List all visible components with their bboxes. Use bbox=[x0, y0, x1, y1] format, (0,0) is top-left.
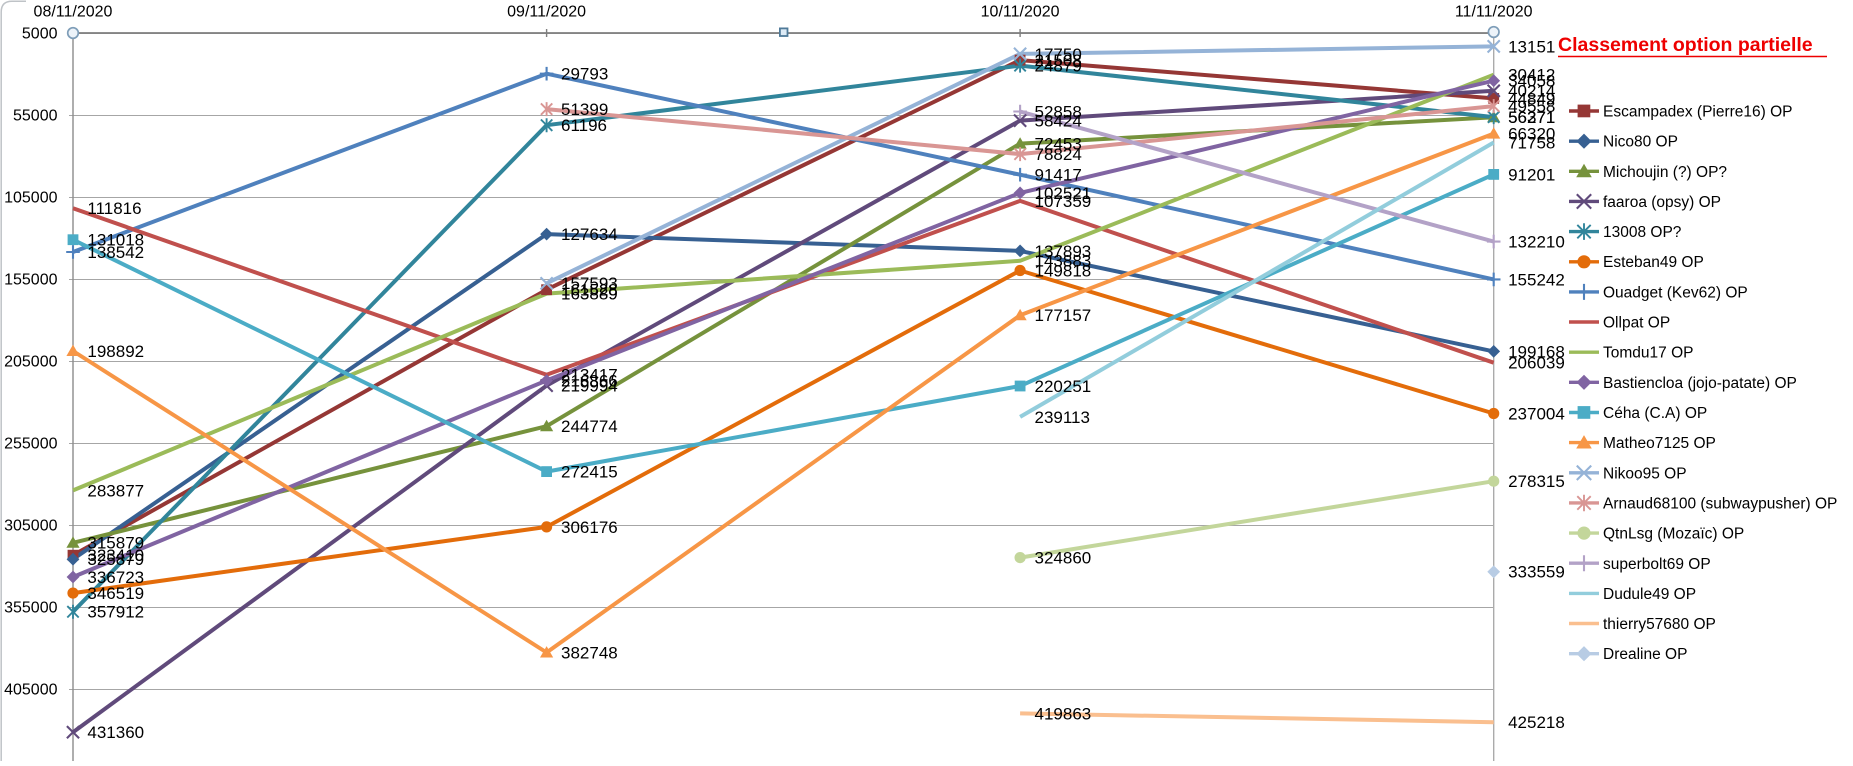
svg-text:10/11/2020: 10/11/2020 bbox=[981, 4, 1060, 21]
svg-text:44849: 44849 bbox=[1508, 89, 1555, 108]
svg-text:faaroa (opsy) OP: faaroa (opsy) OP bbox=[1603, 194, 1721, 211]
svg-text:61196: 61196 bbox=[561, 116, 607, 135]
svg-text:Ouadget (Kev62) OP: Ouadget (Kev62) OP bbox=[1603, 284, 1748, 301]
svg-text:Classement option partielle: Classement option partielle bbox=[1558, 34, 1813, 56]
svg-text:405000: 405000 bbox=[4, 682, 57, 699]
svg-text:111816: 111816 bbox=[87, 199, 141, 218]
svg-text:102521: 102521 bbox=[1035, 184, 1092, 203]
svg-text:thierry57680 OP: thierry57680 OP bbox=[1603, 616, 1716, 633]
svg-text:419863: 419863 bbox=[1035, 704, 1092, 723]
svg-text:199168: 199168 bbox=[1508, 342, 1565, 361]
svg-text:206039: 206039 bbox=[1508, 354, 1565, 373]
svg-text:24879: 24879 bbox=[1035, 57, 1082, 76]
svg-text:325879: 325879 bbox=[87, 550, 144, 569]
svg-text:11/11/2020: 11/11/2020 bbox=[1455, 4, 1533, 21]
svg-text:346519: 346519 bbox=[87, 584, 144, 603]
svg-text:161528: 161528 bbox=[561, 281, 618, 300]
svg-text:163889: 163889 bbox=[561, 285, 618, 304]
svg-text:34058: 34058 bbox=[1508, 72, 1555, 91]
svg-text:08/11/2020: 08/11/2020 bbox=[34, 4, 113, 21]
svg-text:131018: 131018 bbox=[87, 231, 144, 250]
svg-text:56371: 56371 bbox=[1508, 108, 1555, 127]
svg-text:132210: 132210 bbox=[1508, 233, 1565, 252]
svg-text:149818: 149818 bbox=[1035, 261, 1092, 280]
svg-text:5000: 5000 bbox=[22, 26, 58, 43]
svg-text:Arnaud68100 (subwaypusher) OP: Arnaud68100 (subwaypusher) OP bbox=[1603, 495, 1837, 512]
svg-text:72453: 72453 bbox=[1035, 135, 1082, 154]
svg-text:66320: 66320 bbox=[1508, 125, 1555, 144]
svg-text:Esteban49 OP: Esteban49 OP bbox=[1603, 254, 1704, 271]
svg-text:355000: 355000 bbox=[4, 600, 57, 617]
svg-text:71758: 71758 bbox=[1508, 133, 1555, 152]
svg-text:305000: 305000 bbox=[4, 518, 57, 535]
svg-text:306176: 306176 bbox=[561, 518, 618, 537]
svg-text:278315: 278315 bbox=[1508, 472, 1565, 491]
svg-text:255000: 255000 bbox=[4, 436, 57, 453]
svg-text:30412: 30412 bbox=[1508, 66, 1555, 85]
svg-text:239113: 239113 bbox=[1035, 408, 1090, 427]
svg-text:216866: 216866 bbox=[561, 371, 618, 390]
svg-text:431360: 431360 bbox=[87, 723, 144, 742]
svg-text:283877: 283877 bbox=[87, 481, 144, 500]
svg-text:272415: 272415 bbox=[561, 463, 618, 482]
svg-text:Escampadex (Pierre16) OP: Escampadex (Pierre16) OP bbox=[1603, 104, 1793, 121]
svg-text:91417: 91417 bbox=[1035, 166, 1082, 185]
svg-text:Matheo7125 OP: Matheo7125 OP bbox=[1603, 435, 1716, 452]
svg-text:138542: 138542 bbox=[87, 243, 144, 262]
svg-text:Nikoo95 OP: Nikoo95 OP bbox=[1603, 465, 1687, 482]
svg-text:127634: 127634 bbox=[561, 225, 618, 244]
svg-text:51399: 51399 bbox=[561, 100, 608, 119]
svg-text:QtnLsg (Mozaïc) OP: QtnLsg (Mozaïc) OP bbox=[1603, 526, 1744, 543]
svg-text:29793: 29793 bbox=[561, 65, 608, 84]
svg-text:205000: 205000 bbox=[4, 354, 57, 371]
svg-text:137893: 137893 bbox=[1035, 242, 1092, 261]
svg-text:13151: 13151 bbox=[1508, 37, 1555, 56]
svg-text:213417: 213417 bbox=[561, 366, 618, 385]
svg-text:324860: 324860 bbox=[1035, 549, 1092, 568]
svg-text:13008 OP?: 13008 OP? bbox=[1603, 224, 1682, 241]
svg-text:78824: 78824 bbox=[1035, 145, 1082, 164]
svg-text:155000: 155000 bbox=[4, 272, 57, 289]
svg-text:Dudule49 OP: Dudule49 OP bbox=[1603, 586, 1696, 603]
svg-text:336723: 336723 bbox=[87, 568, 144, 587]
svg-text:Ollpat OP: Ollpat OP bbox=[1603, 315, 1670, 332]
svg-text:55000: 55000 bbox=[13, 108, 58, 125]
svg-text:107359: 107359 bbox=[1035, 192, 1092, 211]
svg-text:56271: 56271 bbox=[1508, 108, 1555, 127]
svg-text:49558: 49558 bbox=[1508, 97, 1555, 116]
svg-text:Michoujin (?) OP?: Michoujin (?) OP? bbox=[1603, 164, 1727, 181]
svg-text:357912: 357912 bbox=[87, 603, 144, 622]
svg-text:58424: 58424 bbox=[1035, 112, 1082, 131]
svg-text:superbolt69 OP: superbolt69 OP bbox=[1603, 556, 1711, 573]
svg-text:91201: 91201 bbox=[1508, 165, 1555, 184]
svg-text:425218: 425218 bbox=[1508, 713, 1565, 732]
svg-text:220251: 220251 bbox=[1035, 377, 1092, 396]
svg-text:Bastiencloa (jojo-patate) OP: Bastiencloa (jojo-patate) OP bbox=[1603, 375, 1797, 392]
svg-text:Céha (C.A) OP: Céha (C.A) OP bbox=[1603, 405, 1707, 422]
svg-text:382748: 382748 bbox=[561, 643, 618, 662]
svg-text:219994: 219994 bbox=[561, 377, 618, 396]
svg-text:244774: 244774 bbox=[561, 417, 618, 436]
svg-text:315879: 315879 bbox=[87, 534, 144, 553]
svg-text:323410: 323410 bbox=[87, 546, 144, 565]
svg-text:09/11/2020: 09/11/2020 bbox=[507, 4, 586, 21]
svg-text:177157: 177157 bbox=[1035, 306, 1092, 325]
svg-text:17750: 17750 bbox=[1035, 45, 1082, 64]
svg-text:237004: 237004 bbox=[1508, 404, 1565, 423]
svg-text:Nico80 OP: Nico80 OP bbox=[1603, 134, 1678, 151]
svg-text:Tomdu17 OP: Tomdu17 OP bbox=[1603, 345, 1693, 362]
svg-text:40214: 40214 bbox=[1508, 82, 1555, 101]
svg-text:157593: 157593 bbox=[561, 274, 618, 293]
svg-text:333559: 333559 bbox=[1508, 563, 1565, 582]
svg-text:155242: 155242 bbox=[1508, 270, 1565, 289]
svg-text:105000: 105000 bbox=[4, 190, 57, 207]
svg-text:198892: 198892 bbox=[87, 342, 144, 361]
svg-text:143883: 143883 bbox=[1035, 252, 1092, 271]
svg-text:21508: 21508 bbox=[1035, 51, 1082, 70]
svg-text:52858: 52858 bbox=[1035, 102, 1082, 121]
svg-text:Drealine OP: Drealine OP bbox=[1603, 646, 1687, 663]
